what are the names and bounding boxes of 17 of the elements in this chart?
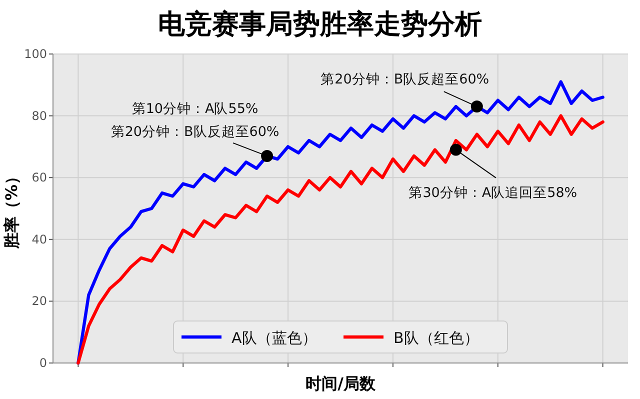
legend-label: B队（红色） — [394, 329, 479, 347]
y-tick-label: 40 — [32, 232, 47, 246]
y-tick-label: 80 — [32, 108, 47, 123]
annotation: 第10分钟：A队55% 第20分钟：B队反超至60% — [110, 100, 280, 140]
legend-label: A队（蓝色） — [232, 329, 317, 347]
point — [470, 100, 483, 113]
y-tick-label: 20 — [32, 294, 47, 308]
annotation: 第20分钟：B队反超至60% — [320, 72, 490, 88]
y-tick-label: 100 — [24, 47, 47, 61]
point — [261, 150, 274, 162]
chart-title: 电竞赛事局势胜率走势分析 — [158, 9, 482, 40]
x-axis-title: 时间/局数 — [306, 374, 376, 393]
y-tick-label: 0 — [39, 356, 47, 370]
annotation: 第30分钟：A队追回至58% — [408, 184, 578, 201]
y-tick-label: 60 — [32, 170, 47, 185]
point — [450, 144, 462, 156]
y-axis-title: 胜率（%） — [2, 168, 21, 250]
